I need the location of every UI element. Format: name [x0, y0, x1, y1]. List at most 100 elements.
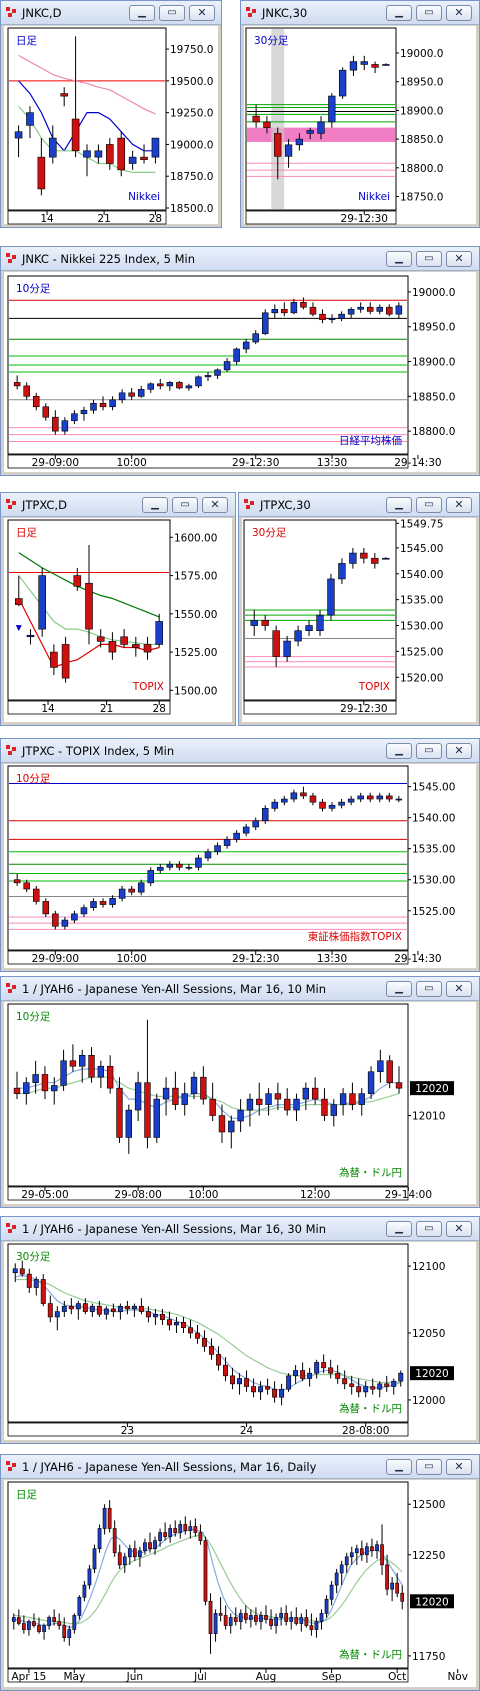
maximize-button[interactable]: ▭: [159, 5, 185, 21]
moving-average-line: [18, 54, 156, 115]
x-axis-bar: [7, 1422, 409, 1437]
close-button[interactable]: ✕: [202, 497, 228, 513]
price-chart[interactable]: 12500 12250 11750 12020 Apr 15 May Jun Jul Aug Se…: [4, 1480, 478, 1689]
minimize-button[interactable]: ▁: [142, 497, 168, 513]
candle-body: [127, 1548, 132, 1558]
minimize-button[interactable]: ▁: [386, 1459, 412, 1475]
window-titlebar[interactable]: 1 / JYAH6 - Japanese Yen-All Sessions, M…: [1, 1455, 479, 1479]
chart-area[interactable]: 19000.0 18950.0 18900.0 18850.0 18800.0 29-09…: [4, 272, 476, 472]
chart-area[interactable]: 12010 12020 29-05:00 29-08:00 10:00 12:00 29-1…: [4, 1002, 476, 1204]
chart-window-topix-30min[interactable]: JTPXC,30 ▁ ▭ ✕ 1549.75 1545.00 1540.00 1535…: [238, 492, 480, 726]
maximize-button[interactable]: ▭: [416, 981, 442, 997]
maximize-button[interactable]: ▭: [416, 1459, 442, 1475]
candle-body: [228, 1120, 235, 1133]
chart-window-nikkei-5min[interactable]: JNKC - Nikkei 225 Index, 5 Min ▁ ▭ ✕ 190…: [0, 246, 480, 476]
candle-body: [384, 1383, 390, 1387]
candle-body: [37, 156, 46, 190]
chart-area[interactable]: 19000.0 18950.0 18900.0 18850.0 18800.0 18750…: [244, 26, 478, 226]
chart-window-topix-5min[interactable]: JTPXC - TOPIX Index, 5 Min ▁ ▭ ✕ 1545.00…: [0, 738, 480, 972]
chart-window-yen-10min[interactable]: 1 / JYAH6 - Japanese Yen-All Sessions, M…: [0, 976, 480, 1208]
price-chart[interactable]: 12010 12020 29-05:00 29-08:00 10:00 12:00 29-1…: [4, 1002, 478, 1206]
chart-window-jnkc-30min[interactable]: JNKC,30 ▁ ▭ ✕ 19000.0 18950.0 18900.0 18850…: [240, 0, 480, 228]
candle-body: [145, 1311, 151, 1318]
y-tick-label: 1545.00: [400, 543, 443, 555]
window-titlebar[interactable]: JTPXC,D ▁ ▭ ✕: [1, 493, 235, 517]
candle-body: [377, 1383, 383, 1390]
maximize-button[interactable]: ▭: [416, 5, 442, 21]
chart-window-yen-30min[interactable]: 1 / JYAH6 - Japanese Yen-All Sessions, M…: [0, 1216, 480, 1444]
close-button[interactable]: ✕: [446, 5, 472, 21]
close-button[interactable]: ✕: [446, 251, 472, 267]
app-icon: [6, 1461, 16, 1471]
chart-window-yen-daily[interactable]: 1 / JYAH6 - Japanese Yen-All Sessions, M…: [0, 1454, 480, 1691]
x-axis-bar: [7, 454, 409, 469]
price-chart[interactable]: 12100 12050 12000 12020 23 24 28-08:00 30分足為替・ド…: [4, 1242, 478, 1442]
window-titlebar[interactable]: JTPXC,30 ▁ ▭ ✕: [239, 493, 479, 517]
candle-body: [254, 1615, 258, 1622]
x-tick-label: 29-08:00: [114, 1189, 161, 1201]
x-tick-label: 29-12:30: [340, 703, 387, 715]
app-icon: [6, 1223, 16, 1233]
close-button[interactable]: ✕: [446, 981, 472, 997]
chart-area[interactable]: 19750.0 19500.0 19250.0 19000.0 18750.0 18500…: [4, 26, 220, 226]
y-tick-label: 12050: [412, 1328, 445, 1340]
price-chart[interactable]: 19750.0 19500.0 19250.0 19000.0 18750.0 18500…: [4, 26, 220, 226]
y-tick-label: 1540.00: [412, 813, 455, 825]
candle-body: [88, 1054, 95, 1078]
price-chart[interactable]: 1600.00 1575.00 1550.00 1525.00 1500.00 14 21 2…: [4, 518, 234, 724]
chart-window-topix-daily[interactable]: JTPXC,D ▁ ▭ ✕ 1600.00 1575.00 1550.00 1525.…: [0, 492, 236, 726]
candle-body: [14, 598, 23, 605]
candle-body: [185, 867, 193, 869]
maximize-button[interactable]: ▭: [172, 497, 198, 513]
chart-window-jnkc-daily[interactable]: JNKC,D ▁ ▭ ✕ 19750.0 19500.0 19250.0 19000.…: [0, 0, 222, 228]
minimize-button[interactable]: ▁: [129, 5, 155, 21]
close-button[interactable]: ✕: [446, 497, 472, 513]
close-button[interactable]: ✕: [446, 743, 472, 759]
candle-body: [400, 1592, 405, 1602]
window-titlebar[interactable]: 1 / JYAH6 - Japanese Yen-All Sessions, M…: [1, 1217, 479, 1241]
chart-area[interactable]: 1545.00 1540.00 1535.00 1530.00 1525.00 29-09…: [4, 764, 476, 968]
minimize-button[interactable]: ▁: [386, 743, 412, 759]
window-titlebar[interactable]: JNKC - Nikkei 225 Index, 5 Min ▁ ▭ ✕: [1, 247, 479, 271]
price-chart[interactable]: 19000.0 18950.0 18900.0 18850.0 18800.0 29-09…: [4, 272, 478, 474]
price-chart[interactable]: 19000.0 18950.0 18900.0 18850.0 18800.0 18750…: [244, 26, 478, 226]
minimize-button[interactable]: ▁: [386, 5, 412, 21]
window-titlebar[interactable]: JNKC,30 ▁ ▭ ✕: [241, 1, 479, 25]
minimize-button[interactable]: ▁: [386, 497, 412, 513]
signal-marker: [15, 625, 22, 632]
candle-body: [314, 1621, 319, 1630]
candle-body: [272, 1388, 278, 1398]
candle-body: [112, 1528, 117, 1554]
minimize-button[interactable]: ▁: [386, 981, 412, 997]
close-button[interactable]: ✕: [189, 5, 215, 21]
maximize-button[interactable]: ▭: [416, 251, 442, 267]
chart-area[interactable]: 12500 12250 11750 12020 Apr 15 May Jun Jul Aug Se…: [4, 1480, 476, 1687]
candle-body: [237, 1378, 243, 1385]
close-button[interactable]: ✕: [446, 1221, 472, 1237]
instrument-label: TOPIX: [358, 681, 390, 693]
last-price-tag: [410, 1594, 454, 1609]
maximize-button[interactable]: ▭: [416, 1221, 442, 1237]
chart-area[interactable]: 12100 12050 12000 12020 23 24 28-08:00 30分足 為替・ド…: [4, 1242, 476, 1440]
close-button[interactable]: ✕: [446, 1459, 472, 1475]
maximize-button[interactable]: ▭: [416, 743, 442, 759]
timeframe-label: 10分足: [16, 283, 51, 295]
chart-area[interactable]: 1549.75 1545.00 1540.00 1535.00 1530.00 1525.…: [242, 518, 476, 722]
window-titlebar[interactable]: JTPXC - TOPIX Index, 5 Min ▁ ▭ ✕: [1, 739, 479, 763]
candle-body: [252, 820, 259, 828]
window-titlebar[interactable]: JNKC,D ▁ ▭ ✕: [1, 1, 221, 25]
chart-area[interactable]: 1600.00 1575.00 1550.00 1525.00 1500.00 14 21 2…: [4, 518, 232, 722]
candle-body: [290, 302, 298, 314]
window-titlebar[interactable]: 1 / JYAH6 - Japanese Yen-All Sessions, M…: [1, 977, 479, 1001]
candle-body: [188, 1526, 193, 1531]
price-chart[interactable]: 1549.75 1545.00 1540.00 1535.00 1530.00 1525.…: [242, 518, 478, 724]
candle-body: [71, 913, 78, 921]
maximize-button[interactable]: ▭: [416, 497, 442, 513]
minimize-button[interactable]: ▁: [386, 1221, 412, 1237]
minimize-button[interactable]: ▁: [386, 251, 412, 267]
price-chart[interactable]: 1545.00 1540.00 1535.00 1530.00 1525.00 29-09…: [4, 764, 478, 970]
candle-body: [14, 131, 23, 139]
timeframe-label: 日足: [16, 1489, 37, 1501]
candle-body: [251, 1386, 257, 1393]
y-tick-label: 18800.0: [400, 163, 443, 175]
